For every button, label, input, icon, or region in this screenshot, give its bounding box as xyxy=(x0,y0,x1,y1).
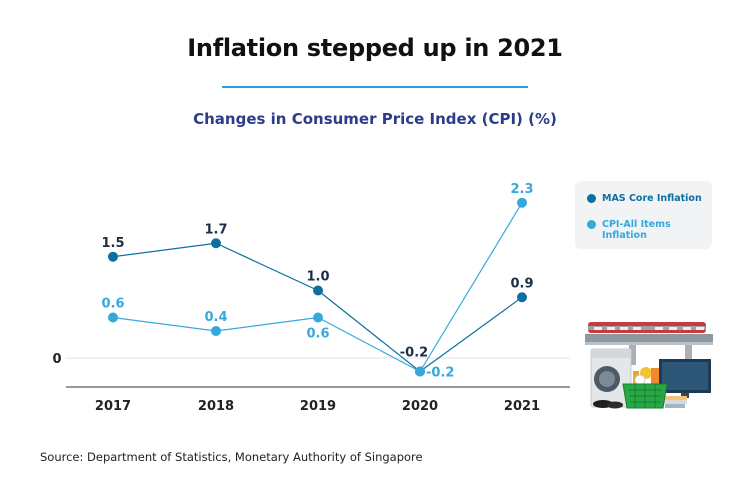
data-point-core xyxy=(211,238,221,249)
data-label-all-items: 0.6 xyxy=(306,327,329,342)
legend-item-core: MAS Core Inflation xyxy=(587,193,702,204)
data-label-core: 1.0 xyxy=(306,270,329,285)
household-goods-and-train-illustration xyxy=(585,322,713,409)
legend-label-core: MAS Core Inflation xyxy=(602,193,702,204)
data-label-all-items: 2.3 xyxy=(510,182,533,197)
data-label-core: 1.5 xyxy=(101,236,124,251)
y-tick-label: 0 xyxy=(52,352,61,367)
data-label-all-items: 0.6 xyxy=(101,297,124,312)
data-label-all-items: -0.2 xyxy=(426,366,454,381)
data-point-core xyxy=(517,292,527,303)
x-tick-label: 2018 xyxy=(198,399,234,414)
chart-subtitle: Changes in Consumer Price Index (CPI) (%… xyxy=(193,110,557,128)
data-point-all-items xyxy=(415,366,425,377)
x-tick-label: 2019 xyxy=(300,399,336,414)
source-note: Source: Department of Statistics, Moneta… xyxy=(40,450,423,464)
chart-title: Inflation stepped up in 2021 xyxy=(187,34,563,62)
legend-item-all-items: CPI-All Items Inflation xyxy=(587,219,702,241)
data-point-all-items xyxy=(108,312,118,323)
title-underline xyxy=(222,86,528,88)
x-tick-label: 2017 xyxy=(95,399,131,414)
data-point-all-items xyxy=(313,312,323,323)
legend-dot-all-items xyxy=(587,220,596,229)
data-label-core: 1.7 xyxy=(204,222,227,237)
legend-dot-core xyxy=(587,194,596,203)
data-point-core xyxy=(108,251,118,262)
x-tick-label: 2020 xyxy=(402,399,438,414)
legend-label-all-items: CPI-All Items Inflation xyxy=(602,219,671,241)
data-point-all-items xyxy=(211,326,221,336)
data-label-core: 0.9 xyxy=(510,276,533,291)
chart-legend: MAS Core Inflation CPI-All Items Inflati… xyxy=(575,181,712,249)
series-line-core xyxy=(112,242,523,373)
data-point-all-items xyxy=(517,197,527,208)
data-label-core: -0.2 xyxy=(400,346,428,361)
x-tick-label: 2021 xyxy=(504,399,540,414)
data-point-core xyxy=(313,285,323,296)
data-label-all-items: 0.4 xyxy=(204,310,227,325)
